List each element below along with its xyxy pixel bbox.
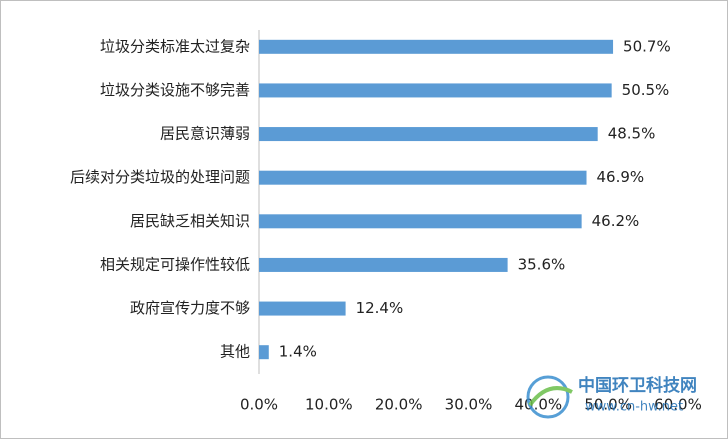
value-label: 35.6% — [518, 255, 566, 273]
y-tick-label: 其他 — [220, 343, 250, 361]
value-label: 46.9% — [597, 168, 645, 186]
y-tick-label: 居民缺乏相关知识 — [130, 212, 250, 230]
x-tick-label: 10.0% — [305, 396, 353, 414]
bar — [259, 257, 508, 272]
watermark-logo-leaf — [528, 386, 573, 407]
value-label: 50.5% — [622, 81, 670, 99]
watermark: 中国环卫科技网 www.cn-hw.net — [526, 375, 697, 419]
watermark-url: www.cn-hw.net — [585, 400, 683, 415]
y-tick-label: 垃圾分类标准太过复杂 — [100, 37, 250, 55]
y-tick-label: 垃圾分类设施不够完善 — [100, 81, 250, 99]
x-tick-label: 40.0% — [515, 396, 563, 414]
x-tick-label: 60.0% — [654, 396, 702, 414]
bar — [259, 127, 598, 142]
value-label: 48.5% — [608, 125, 656, 143]
y-tick-label: 居民意识薄弱 — [160, 125, 250, 143]
bar — [259, 83, 612, 98]
x-tick-label: 20.0% — [375, 396, 423, 414]
y-tick-label: 相关规定可操作性较低 — [100, 255, 250, 273]
bar — [259, 301, 346, 316]
bar — [259, 214, 582, 229]
bar — [259, 345, 269, 360]
value-label: 46.2% — [592, 212, 640, 230]
bar — [259, 39, 614, 54]
bar — [259, 170, 587, 185]
value-label: 50.7% — [623, 37, 671, 55]
watermark-logo — [526, 375, 570, 419]
x-tick-label: 30.0% — [445, 396, 493, 414]
value-label: 12.4% — [356, 299, 404, 317]
y-tick-label: 政府宣传力度不够 — [130, 299, 250, 317]
x-tick-label: 0.0% — [240, 396, 278, 414]
x-tick-label: 50.0% — [584, 396, 632, 414]
y-tick-label: 后续对分类垃圾的处理问题 — [70, 168, 250, 186]
watermark-title: 中国环卫科技网 — [578, 375, 697, 396]
value-label: 1.4% — [279, 343, 317, 361]
